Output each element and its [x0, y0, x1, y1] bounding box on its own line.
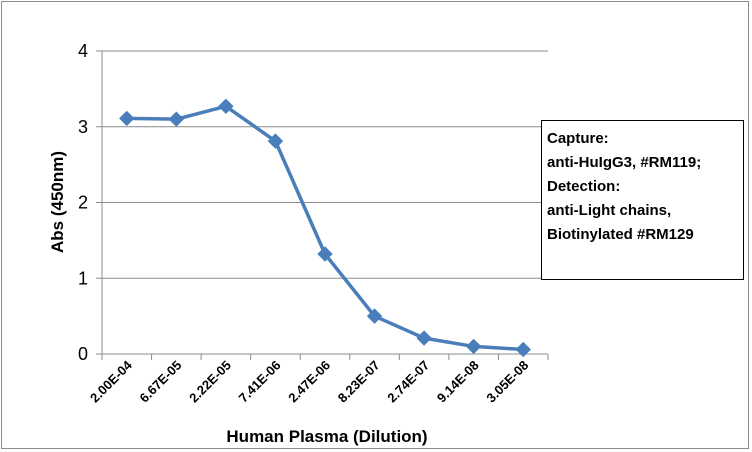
data-point-marker [218, 98, 234, 115]
y-tick-label: 1 [78, 268, 88, 288]
data-point-marker [465, 338, 482, 355]
data-point-marker [515, 341, 531, 358]
x-tick-label: 3.05E-08 [483, 358, 531, 406]
y-tick-label: 4 [78, 41, 88, 61]
x-tick-label: 2.47E-06 [285, 358, 333, 406]
data-point-marker [267, 133, 284, 149]
x-tick-label: 6.67E-05 [137, 358, 185, 406]
annotation-line: anti-Light chains, [547, 202, 672, 219]
x-tick-label: 7.41E-06 [236, 358, 284, 406]
y-tick-label: 2 [78, 193, 88, 213]
data-point-marker [168, 111, 185, 127]
y-axis-title: Abs (450nm) [48, 151, 67, 253]
y-tick-label: 3 [78, 117, 88, 137]
x-tick-label: 2.74E-07 [384, 358, 432, 406]
annotation-line: Detection: [547, 178, 621, 195]
annotation-box: Capture: anti-HuIgG3, #RM119; Detection:… [541, 120, 744, 280]
data-point-marker [119, 110, 135, 127]
annotation-line: anti-HuIgG3, #RM119; [547, 154, 702, 171]
data-point-marker [317, 246, 333, 262]
annotation-line: Capture: [547, 130, 609, 147]
x-axis-title: Human Plasma (Dilution) [226, 427, 427, 446]
x-tick-label: 8.23E-07 [335, 358, 383, 406]
annotation-line: Biotinylated #RM129 [547, 226, 694, 243]
y-tick-label: 0 [78, 344, 88, 364]
data-point-marker [416, 330, 432, 346]
series-line [126, 104, 524, 352]
x-tick-label: 2.00E-04 [87, 357, 135, 405]
x-tick-label: 9.14E-08 [434, 358, 482, 406]
data-point-marker [366, 308, 383, 324]
x-tick-label: 2.22E-05 [186, 358, 234, 406]
